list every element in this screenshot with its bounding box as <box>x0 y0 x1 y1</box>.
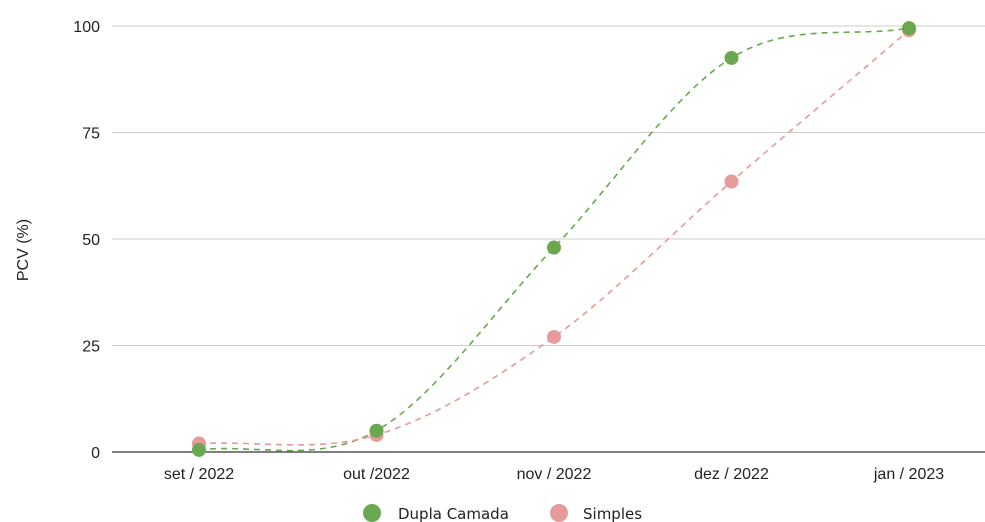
legend-swatch <box>550 504 568 522</box>
y-tick-labels: 0 25 50 75 100 <box>73 19 100 462</box>
y-tick-label: 50 <box>82 232 100 249</box>
y-tick-label: 75 <box>82 126 100 143</box>
x-tick-label: dez / 2022 <box>694 466 769 483</box>
y-tick-label: 0 <box>91 445 100 462</box>
data-point-simples <box>724 174 739 189</box>
legend: Dupla Camada Simples <box>363 504 642 522</box>
trendline-simples <box>198 29 910 446</box>
gridlines <box>112 25 985 453</box>
data-point-dupla-camada <box>547 240 561 255</box>
x-tick-label: set / 2022 <box>164 466 234 483</box>
legend-label: Simples <box>583 505 642 522</box>
x-tick-label: out /2022 <box>343 466 410 483</box>
legend-label: Dupla Camada <box>398 505 509 522</box>
legend-swatch <box>363 504 381 522</box>
y-tick-label: 25 <box>82 339 100 356</box>
trendline-dupla-camada <box>198 27 910 452</box>
x-tick-label: jan / 2023 <box>873 466 944 483</box>
data-point-dupla-camada <box>902 21 916 36</box>
data-points <box>192 21 916 457</box>
data-point-simples <box>547 329 561 344</box>
x-tick-labels: set / 2022 out /2022 nov / 2022 dez / 2022 j… <box>164 466 944 483</box>
y-axis-title: PCV (%) <box>15 219 32 281</box>
x-tick-label: nov / 2022 <box>517 466 592 483</box>
data-point-dupla-camada <box>192 442 206 457</box>
data-point-dupla-camada <box>724 50 739 65</box>
y-tick-label: 100 <box>73 19 100 36</box>
data-point-dupla-camada <box>369 423 384 438</box>
